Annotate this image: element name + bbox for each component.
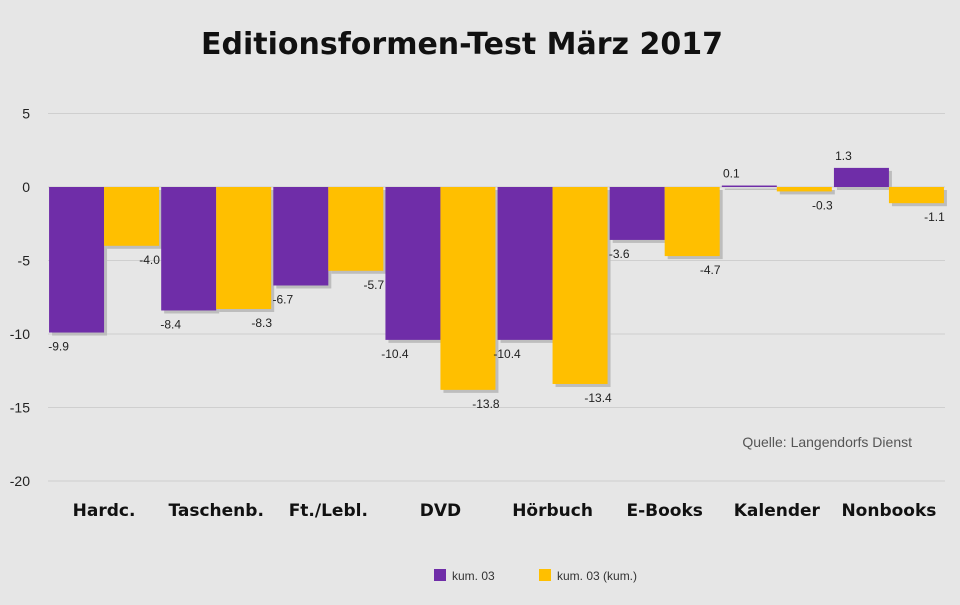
data-label: -4.0: [139, 253, 160, 267]
data-label: -5.7: [363, 278, 384, 292]
bar: [440, 187, 496, 390]
category-label: Hardc.: [73, 501, 136, 521]
bar: [776, 187, 832, 192]
data-label: 1.3: [835, 149, 852, 163]
y-tick-label: 0: [22, 179, 30, 195]
bar: [328, 187, 384, 271]
category-labels: Hardc. Taschenb. Ft./Lebl. DVD Hörbuch E-Book…: [73, 501, 937, 521]
bar: [664, 187, 720, 257]
data-label: -9.9: [48, 340, 69, 354]
bar: [49, 187, 105, 333]
bar: [216, 187, 272, 310]
category-label: E-Books: [626, 501, 702, 521]
data-label: -8.3: [251, 316, 272, 330]
legend-label: kum. 03: [452, 569, 495, 583]
data-label: -3.6: [609, 247, 630, 261]
legend-label: kum. 03 (kum.): [557, 569, 637, 583]
bar: [273, 187, 329, 286]
y-tick-label: -5: [18, 253, 31, 269]
bar: [385, 187, 441, 340]
data-label: -0.3: [812, 198, 833, 212]
bar: [497, 187, 553, 340]
y-tick-label: -15: [10, 400, 30, 416]
category-label: Nonbooks: [841, 501, 936, 521]
bar: [161, 187, 217, 311]
data-label: -8.4: [160, 317, 181, 331]
bar: [609, 187, 665, 240]
bar: [833, 167, 889, 187]
data-label: -10.4: [493, 347, 521, 361]
category-label: Kalender: [734, 501, 821, 521]
bar: [104, 187, 160, 246]
data-labels: -9.9 -4.0 -8.4 -8.3-6.7 -5.7 -10.4 -13.8 -10.4 -…: [48, 149, 945, 411]
bar-shadow: [724, 188, 780, 190]
bar: [721, 185, 777, 187]
y-tick-label: -10: [10, 326, 30, 342]
bar: [888, 187, 944, 204]
y-axis-ticks: 5 0 -5 -10 -15 -20: [10, 106, 30, 490]
legend: kum. 03 kum. 03 (kum.): [434, 569, 637, 583]
bars: [49, 167, 947, 393]
category-label: Hörbuch: [512, 501, 593, 521]
source-note: Quelle: Langendorfs Dienst: [742, 434, 912, 450]
data-label: -1.1: [924, 210, 945, 224]
y-tick-label: -20: [10, 473, 30, 489]
data-label: 0.1: [723, 167, 740, 181]
category-label: DVD: [420, 501, 461, 521]
data-label: -10.4: [381, 347, 409, 361]
bar: [552, 187, 608, 384]
data-label: -13.8: [472, 397, 500, 411]
category-label: Taschenb.: [168, 501, 263, 521]
category-label: Ft./Lebl.: [289, 501, 368, 521]
bar-shadow: [779, 190, 835, 195]
chart-title: Editionsformen-Test März 2017: [201, 27, 723, 62]
data-label: -6.7: [272, 292, 293, 306]
legend-swatch: [434, 569, 446, 581]
data-label: -13.4: [584, 391, 612, 405]
legend-swatch: [539, 569, 551, 581]
y-tick-label: 5: [22, 106, 30, 122]
data-label: -4.7: [700, 263, 721, 277]
